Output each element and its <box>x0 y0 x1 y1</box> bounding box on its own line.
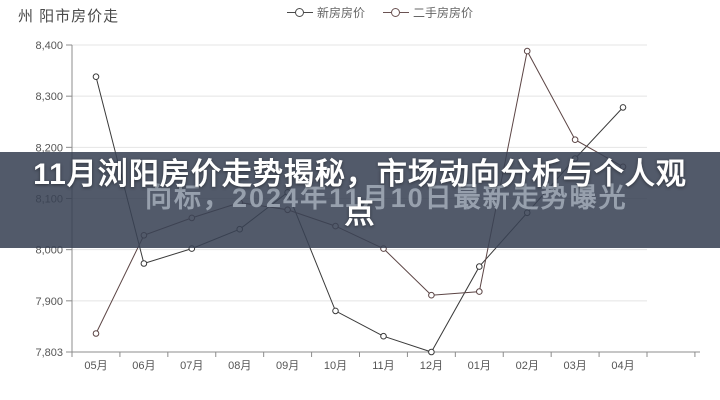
x-axis-label: 05月 <box>84 360 107 372</box>
y-axis-label: 8,400 <box>35 40 63 52</box>
data-point-marker <box>140 260 148 267</box>
data-point-marker <box>332 307 339 315</box>
data-point-marker <box>92 73 100 80</box>
x-axis-label: 04月 <box>611 360 634 372</box>
overlay-title-line1: 11月浏阳房价走势揭秘，市场动向分析与个人观 <box>33 158 687 191</box>
x-axis-label: 10月 <box>324 360 347 372</box>
x-axis-label: 02月 <box>516 360 539 372</box>
data-point-marker <box>523 47 531 55</box>
overlay-title: 11月浏阳房价走势揭秘，市场动向分析与个人观 点 <box>0 155 720 233</box>
data-point-marker <box>380 332 387 340</box>
headline-overlay-banner: 向标，2024年11月10日最新走势曝光 11月浏阳房价走势揭秘，市场动向分析与… <box>0 152 720 248</box>
legend-item-new-house: 新房房价 <box>287 4 365 21</box>
chart-legend: 新房房价 二手房房价 <box>287 4 473 21</box>
x-axis-label: 07月 <box>180 360 203 372</box>
y-axis-label: 8,300 <box>35 91 63 103</box>
y-axis-label: 8,200 <box>35 142 63 154</box>
y-axis-label: 7,900 <box>35 296 63 308</box>
data-point-marker <box>476 288 483 295</box>
x-axis-label: 08月 <box>228 360 251 372</box>
x-axis-label: 12月 <box>420 360 443 372</box>
y-axis-label: 7,803 <box>35 347 63 359</box>
legend-label: 新房房价 <box>317 6 366 20</box>
data-point-marker <box>428 291 435 299</box>
legend-label: 二手房房价 <box>413 6 474 20</box>
chart-title: 州 阳市房价走 <box>18 8 120 25</box>
line-circle-marker-icon <box>383 8 410 17</box>
legend-item-second-hand: 二手房房价 <box>383 4 473 21</box>
x-axis-label: 01月 <box>468 360 491 372</box>
x-axis-label: 03月 <box>564 360 587 372</box>
x-axis-label: 06月 <box>132 360 155 372</box>
data-point-marker <box>428 348 435 356</box>
data-point-marker <box>619 104 627 111</box>
data-point-marker <box>476 263 483 270</box>
x-axis-label: 09月 <box>276 360 299 372</box>
line-circle-marker-icon <box>287 8 313 17</box>
x-axis-label: 11月 <box>372 360 394 372</box>
data-point-marker <box>92 330 100 337</box>
overlay-title-line2: 点 <box>344 197 376 230</box>
overlay-subtitle: 向标，2024年11月10日最新走势曝光 <box>145 183 628 213</box>
data-point-marker <box>571 136 579 143</box>
